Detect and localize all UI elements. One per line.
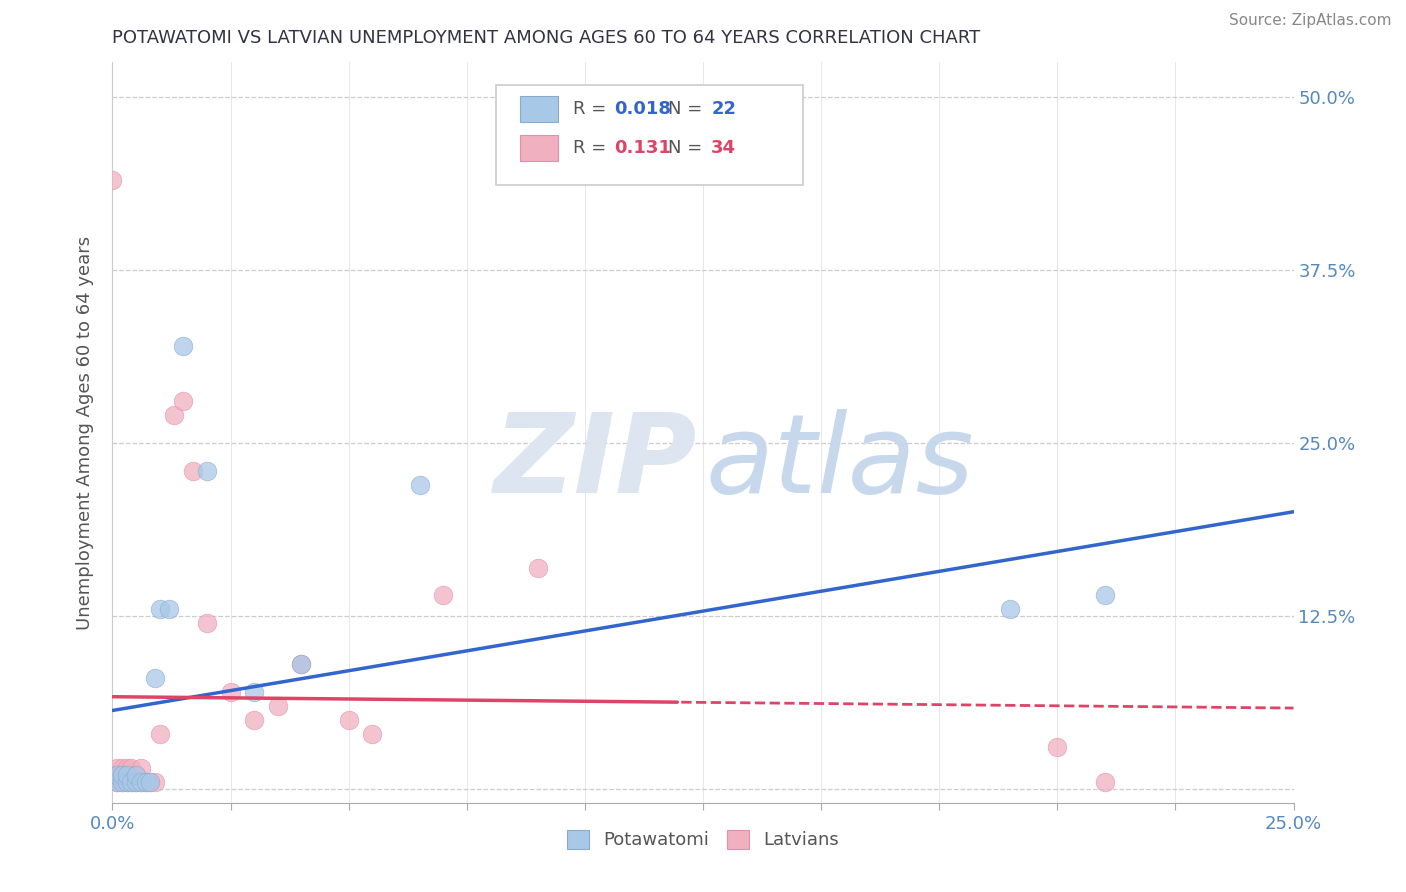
Point <box>139 775 162 789</box>
Point <box>115 761 138 775</box>
Point <box>172 339 194 353</box>
Point <box>1094 588 1116 602</box>
Point <box>1094 775 1116 789</box>
Text: N =: N = <box>668 100 707 118</box>
Text: R =: R = <box>574 100 612 118</box>
Point <box>129 761 152 775</box>
Point <box>105 775 128 789</box>
Text: ZIP: ZIP <box>494 409 697 516</box>
Point <box>105 768 128 782</box>
Point <box>361 726 384 740</box>
Point <box>219 685 242 699</box>
Text: 0.018: 0.018 <box>614 100 672 118</box>
Point <box>139 775 162 789</box>
Bar <box>520 135 558 161</box>
Point <box>115 768 138 782</box>
Point <box>125 768 148 782</box>
Point <box>105 775 128 789</box>
Text: R =: R = <box>574 139 612 157</box>
Point <box>243 685 266 699</box>
Point <box>163 409 186 423</box>
Point <box>115 775 138 789</box>
Point <box>111 768 134 782</box>
Point <box>195 615 218 630</box>
Point <box>120 775 142 789</box>
Point <box>267 698 290 713</box>
Point <box>149 726 172 740</box>
Text: POTAWATOMI VS LATVIAN UNEMPLOYMENT AMONG AGES 60 TO 64 YEARS CORRELATION CHART: POTAWATOMI VS LATVIAN UNEMPLOYMENT AMONG… <box>112 29 981 47</box>
Point <box>111 775 134 789</box>
Point <box>125 775 148 789</box>
Point <box>105 761 128 775</box>
Point <box>111 761 134 775</box>
Point <box>998 602 1021 616</box>
Point <box>129 775 152 789</box>
Text: 34: 34 <box>711 139 737 157</box>
Text: N =: N = <box>668 139 707 157</box>
Point <box>115 768 138 782</box>
Point <box>105 768 128 782</box>
Text: 22: 22 <box>711 100 737 118</box>
Text: 0.131: 0.131 <box>614 139 671 157</box>
Point <box>195 464 218 478</box>
Point <box>143 775 166 789</box>
Legend: Potawatomi, Latvians: Potawatomi, Latvians <box>560 823 846 856</box>
Point <box>120 775 142 789</box>
Text: atlas: atlas <box>706 409 974 516</box>
Point <box>135 775 157 789</box>
Point <box>143 671 166 685</box>
Point <box>172 394 194 409</box>
Point <box>243 713 266 727</box>
Y-axis label: Unemployment Among Ages 60 to 64 years: Unemployment Among Ages 60 to 64 years <box>76 235 94 630</box>
Point <box>337 713 360 727</box>
Point <box>408 477 430 491</box>
Point <box>432 588 454 602</box>
Point <box>111 775 134 789</box>
FancyBboxPatch shape <box>496 85 803 185</box>
Point <box>1046 740 1069 755</box>
Point <box>129 775 152 789</box>
Bar <box>520 95 558 121</box>
Point <box>526 560 548 574</box>
Point <box>120 761 142 775</box>
Point <box>181 464 204 478</box>
Point <box>290 657 312 672</box>
Point <box>157 602 180 616</box>
Point <box>101 173 124 187</box>
Point <box>111 768 134 782</box>
Point <box>115 775 138 789</box>
Point <box>149 602 172 616</box>
Point <box>125 768 148 782</box>
Point <box>135 775 157 789</box>
Point <box>125 775 148 789</box>
Text: Source: ZipAtlas.com: Source: ZipAtlas.com <box>1229 13 1392 29</box>
Point <box>290 657 312 672</box>
